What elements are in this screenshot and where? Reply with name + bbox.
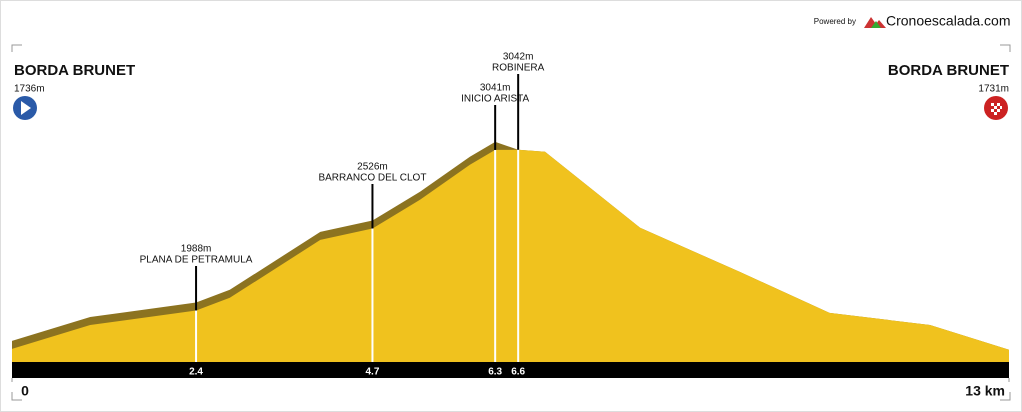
powered-by: Powered by — [814, 17, 856, 26]
end-name: BORDA BRUNET — [888, 62, 1009, 79]
waypoint-km: 6.6 — [511, 367, 525, 378]
start-icon-arrow — [21, 101, 31, 115]
waypoint-name: PLANA DE PETRAMULA — [140, 255, 253, 266]
start-name: BORDA BRUNET — [14, 62, 135, 79]
start-elevation: 1736m — [14, 84, 45, 95]
end-icon-flag — [991, 103, 1002, 115]
waypoint-elevation: 1988m — [181, 244, 212, 255]
waypoint-name: ROBINERA — [492, 63, 545, 74]
waypoint-km: 2.4 — [189, 367, 203, 378]
distance-bar — [12, 362, 1009, 378]
waypoint-elevation: 3041m — [480, 83, 511, 94]
waypoint-km: 4.7 — [366, 367, 380, 378]
x-tick-label: 13 km — [965, 383, 1005, 399]
x-tick-label: 0 — [21, 383, 29, 399]
brand: Cronoescalada.com — [886, 13, 1011, 29]
corners — [11, 44, 1011, 401]
waypoint-elevation: 2526m — [357, 162, 388, 173]
logo — [864, 17, 886, 28]
waypoint-name: INICIO ARISTA — [461, 94, 529, 105]
profile-area — [12, 149, 1009, 362]
logo-part — [871, 21, 881, 28]
waypoint-name: BARRANCO DEL CLOT — [318, 173, 426, 184]
waypoint-elevation: 3042m — [503, 52, 534, 63]
end-elevation: 1731m — [978, 84, 1009, 95]
waypoint-km: 6.3 — [488, 367, 502, 378]
